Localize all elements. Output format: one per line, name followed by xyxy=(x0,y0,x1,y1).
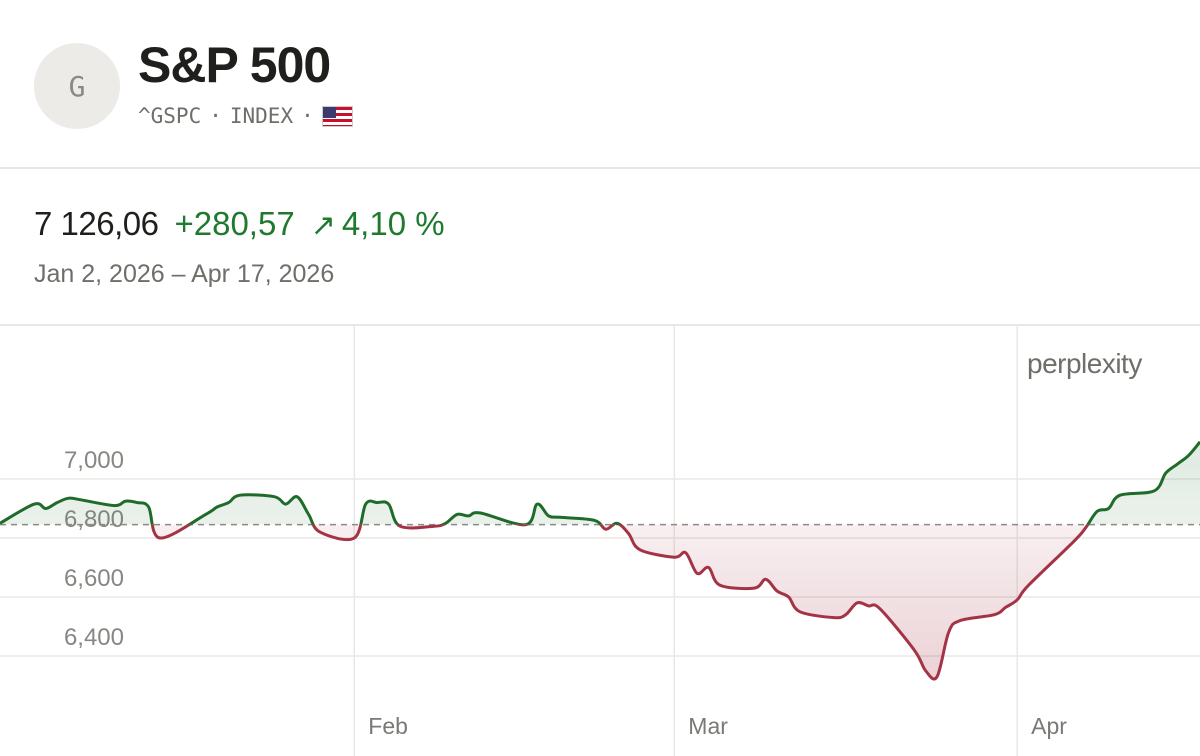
area-below-baseline xyxy=(152,524,1088,680)
y-tick-label: 6,400 xyxy=(64,624,124,651)
percent-value: 4,10 % xyxy=(341,205,445,242)
y-tick-label: 7,000 xyxy=(64,447,124,474)
series-line-down xyxy=(0,524,1090,681)
y-tick-label: 6,600 xyxy=(64,565,124,592)
area-above-baseline xyxy=(0,441,1200,525)
divider xyxy=(0,167,1200,169)
percent-change: ↗ 4,10 % xyxy=(311,205,445,243)
price-chart[interactable]: Feb Mar Apr 6,400 6,600 6,800 7,000 xyxy=(0,326,1200,756)
ticker-symbol: ^GSPC xyxy=(138,104,202,128)
page-title: S&P 500 xyxy=(138,37,331,93)
ticker-line: ^GSPC · INDEX · xyxy=(138,104,353,128)
x-tick-label: Feb xyxy=(368,713,408,739)
x-tick-label: Apr xyxy=(1031,713,1067,739)
price-change: +280,57 xyxy=(174,205,295,242)
separator-dot: · xyxy=(301,104,314,128)
date-range: Jan 2, 2026 – Apr 17, 2026 xyxy=(34,260,335,288)
instrument-type: INDEX xyxy=(229,104,294,128)
separator-dot: · xyxy=(209,104,222,128)
y-tick-label: 6,800 xyxy=(64,506,124,533)
series-line-up xyxy=(0,440,1200,525)
us-flag-icon xyxy=(321,105,353,127)
perplexity-watermark: perplexity xyxy=(1027,348,1142,379)
current-price: 7 126,06 xyxy=(34,205,159,242)
arrow-up-right-icon: ↗ xyxy=(310,209,336,242)
price-summary: 7 126,06 +280,57 ↗ 4,10 % xyxy=(34,205,445,243)
divider xyxy=(0,324,1200,326)
x-tick-label: Mar xyxy=(688,713,728,739)
quote-header: G S&P 500 ^GSPC · INDEX · xyxy=(0,0,1200,168)
index-avatar: G xyxy=(34,43,120,129)
